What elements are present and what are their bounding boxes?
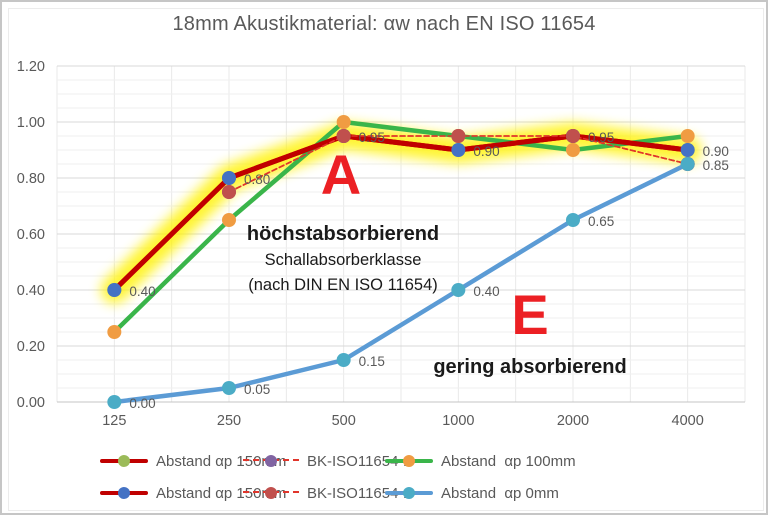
low-absorbing-label: gering absorbierend [433,356,627,378]
y-axis-tick-label: 0.40 [17,283,45,299]
y-axis-tick-label: 0.80 [17,171,45,187]
legend-row-1: Abstand αp 150mm BK-ISO11654-2 Abstand αp … [0,452,768,470]
data-label: 0.05 [244,382,270,397]
legend-marker-icon [403,487,415,499]
series-marker [451,129,466,143]
data-label: 0.15 [359,354,385,369]
x-axis-tick-label: 1000 [442,413,474,429]
series-marker [222,185,236,199]
series-marker [566,129,580,143]
series-marker [222,213,236,227]
chart-title: 18mm Akustikmaterial: αw nach EN ISO 116… [172,13,596,35]
series-marker [680,143,695,157]
y-axis-tick-label: 0.60 [17,227,45,243]
legend-line-sample [100,484,148,502]
series-marker [451,143,466,157]
legend-marker-icon [118,455,130,467]
series-marker [566,213,580,227]
y-axis-tick-label: 1.20 [17,59,45,75]
series-marker [680,129,695,143]
absorber-note-line1: höchstabsorbierend [246,223,440,245]
series-marker [222,171,236,185]
legend-item: Abstand αp 0mm [385,484,559,502]
series-marker [566,143,580,157]
x-axis-tick-label: 500 [332,413,356,429]
legend-marker-icon [118,487,130,499]
legend-label: BK-ISO11654-2 [307,484,412,502]
legend-line-sample [385,452,433,470]
x-axis-tick-label: 250 [217,413,241,429]
legend-marker-icon [403,455,415,467]
x-axis-tick-label: 2000 [557,413,589,429]
legend-marker-icon [265,487,277,499]
data-label: 0.65 [588,214,614,229]
chart-plot: 0.40 0.80 0.95 0.90 0.95 0.90 0.00 0.05 0.15 0.40… [17,59,746,429]
y-axis-tick-label: 0.00 [17,395,45,411]
data-label: 0.00 [129,396,155,411]
chart-area-border [8,8,764,511]
legend-marker-icon [265,455,277,467]
legend-line-sample [100,452,148,470]
series-marker [107,325,122,339]
legend-line-sample [385,484,433,502]
data-label: 0.40 [473,284,499,299]
series-line-2 [112,119,690,335]
series-marker [451,283,466,297]
data-label: 0.85 [703,158,729,173]
data-label: 0.90 [703,144,729,159]
absorber-class-note: höchstabsorbierend Schallabsorberklasse … [247,221,439,297]
legend-item: Abstand αp 100mm [385,452,576,470]
data-label: 0.40 [129,284,155,299]
series-line-3 [111,133,691,293]
x-axis-tick-label: 4000 [672,413,704,429]
legend-item: BK-ISO11654-2 [243,452,412,470]
series-marker [222,381,236,395]
y-axis-tick-label: 0.20 [17,339,45,355]
x-axis-tick-label: 125 [102,413,126,429]
legend-dashed-line-sample [243,452,299,470]
data-label: 0.95 [588,130,614,145]
absorber-note-line2: Schallabsorberklasse [264,251,422,269]
series-marker [680,157,695,171]
legend-item: BK-ISO11654-2 [243,484,412,502]
legend-label: Abstand αp 0mm [441,484,559,502]
series-marker [107,395,122,409]
legend-label: BK-ISO11654-2 [307,452,412,470]
data-label: 0.95 [359,130,385,145]
legend-dashed-line-sample [243,484,299,502]
legend-row-2: Abstand αp 150mm BK-ISO11654-2 Abstand αp … [0,484,768,502]
series-marker [107,283,122,297]
data-label: 0.80 [244,172,270,187]
absorber-note-line3: (nach DIN EN ISO 11654) [248,276,438,294]
series-marker [336,353,351,367]
class-a-annotation: A [320,143,362,206]
data-label: 0.90 [473,144,499,159]
series-marker [336,129,351,143]
class-e-annotation: E [511,283,549,346]
series-marker [336,115,351,129]
legend-label: Abstand αp 100mm [441,452,576,470]
y-axis-tick-label: 1.00 [17,115,45,131]
series-line-5 [112,161,690,405]
